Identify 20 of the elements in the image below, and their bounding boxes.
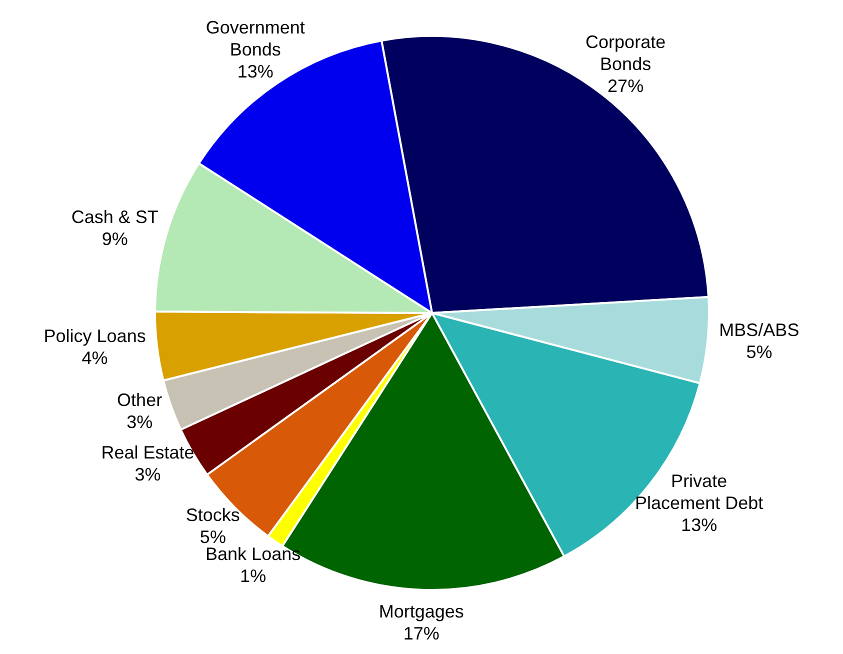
slice-label: MBS/ABS (719, 320, 800, 340)
slice-label: Policy Loans (44, 326, 146, 346)
slice-label: Stocks (186, 505, 240, 526)
data-label: 27% (608, 76, 644, 96)
slice-label: Government Bonds (206, 17, 305, 60)
data-label: 17% (403, 624, 440, 644)
data-label: 4% (82, 348, 108, 368)
data-label: 3% (126, 412, 153, 432)
slice-label: Mortgages (378, 602, 464, 622)
data-label: 5% (746, 342, 772, 362)
data-label: 1% (240, 566, 266, 586)
data-label: 13% (681, 514, 718, 535)
data-label: 3% (134, 464, 161, 484)
data-label: 13% (237, 61, 274, 82)
data-label: 9% (102, 229, 128, 250)
slice-label: Private Placement Debt (635, 470, 764, 513)
slice-label: Corporate Bonds (586, 32, 666, 74)
slice-label: Real Estate (101, 442, 194, 462)
slice-label: Other (117, 390, 162, 410)
slice-label: Cash & ST (71, 207, 158, 228)
